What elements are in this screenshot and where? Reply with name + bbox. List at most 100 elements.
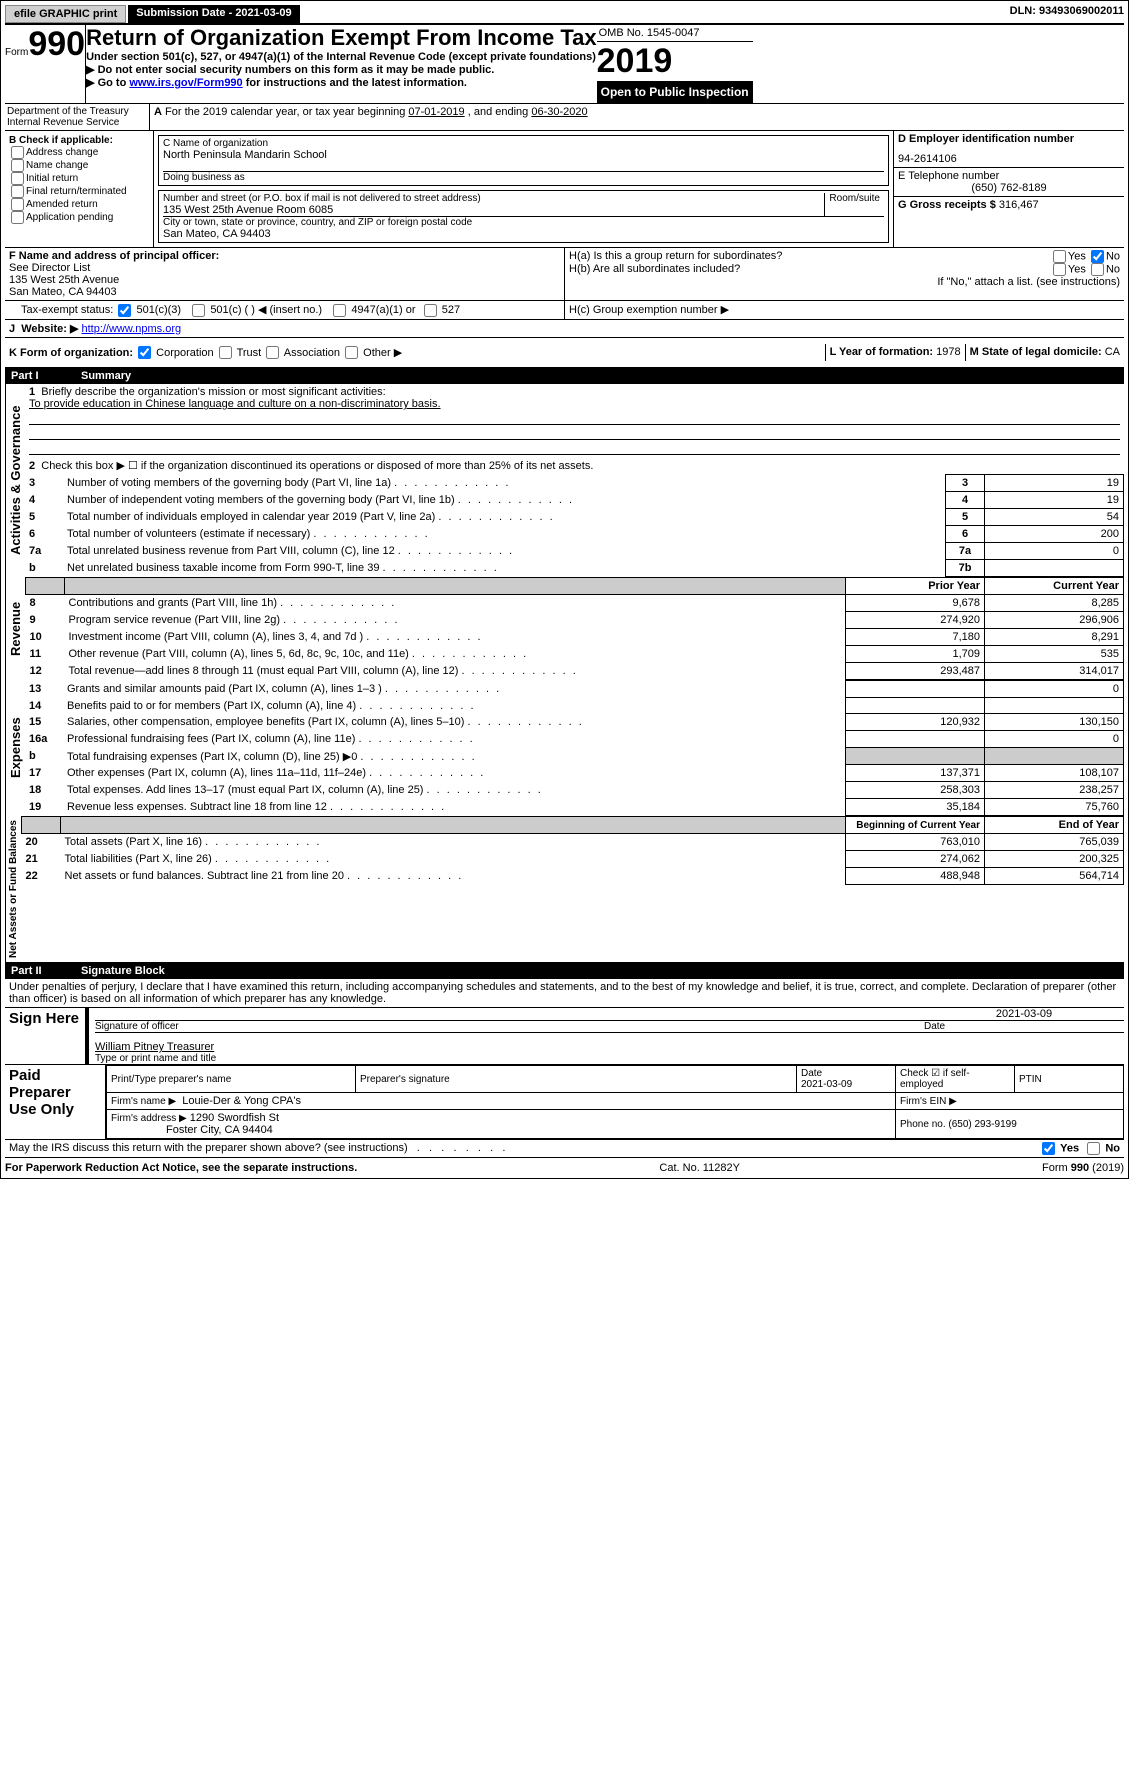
check-501c[interactable] [192, 304, 205, 317]
form-org-row: K Form of organization: Corporation Trus… [5, 344, 825, 362]
sign-here-label: Sign Here [5, 1008, 85, 1064]
check-527[interactable] [424, 304, 437, 317]
hb-yes[interactable] [1053, 263, 1066, 276]
ein-label: D Employer identification number [898, 133, 1074, 145]
hb-note: If "No," attach a list. (see instruction… [569, 276, 1120, 288]
expense-row: 13Grants and similar amounts paid (Part … [25, 681, 1124, 698]
addr-value: 135 West 25th Avenue Room 6085 [163, 204, 824, 216]
sidelabel-expenses: Expenses [5, 680, 25, 816]
gross-value: 316,467 [999, 199, 1039, 211]
officer-label: F Name and address of principal officer: [9, 250, 219, 262]
sidelabel-netassets: Net Assets or Fund Balances [5, 816, 21, 962]
pra-notice: For Paperwork Reduction Act Notice, see … [5, 1162, 357, 1174]
firm-addr-label: Firm's address ▶ [111, 1113, 187, 1124]
cat-no: Cat. No. 11282Y [659, 1162, 740, 1174]
check-initial-return[interactable] [11, 172, 24, 185]
expense-row: 19Revenue less expenses. Subtract line 1… [25, 799, 1124, 816]
summary-row: 6Total number of volunteers (estimate if… [25, 526, 1124, 543]
summary-row: 4Number of independent voting members of… [25, 492, 1124, 509]
sidelabel-governance: Activities & Governance [5, 384, 25, 577]
firm-addr1: 1290 Swordfish St [190, 1112, 279, 1124]
form-label: Form [5, 47, 28, 58]
type-name-label: Type or print name and title [95, 1053, 1124, 1064]
org-name: North Peninsula Mandarin School [163, 149, 884, 161]
discuss-row: May the IRS discuss this return with the… [5, 1140, 1124, 1158]
revenue-table: Prior YearCurrent Year8Contributions and… [25, 577, 1124, 680]
top-bar: efile GRAPHIC print Submission Date - 20… [5, 5, 1124, 25]
sidelabel-revenue: Revenue [5, 577, 25, 680]
sig-officer-label: Signature of officer [95, 1021, 924, 1032]
expense-row: 16aProfessional fundraising fees (Part I… [25, 731, 1124, 748]
hb-label: H(b) Are all subordinates included? [569, 263, 1051, 276]
check-4947[interactable] [333, 304, 346, 317]
check-amended[interactable] [11, 198, 24, 211]
ha-yes[interactable] [1053, 250, 1066, 263]
omb-number: OMB No. 1545-0047 [597, 25, 753, 42]
hc-label: H(c) Group exemption number ▶ [565, 301, 1124, 319]
check-501c3[interactable] [118, 304, 131, 317]
expense-row: 15Salaries, other compensation, employee… [25, 714, 1124, 731]
gross-label: G Gross receipts $ [898, 199, 999, 211]
check-trust[interactable] [219, 346, 232, 359]
check-name-change[interactable] [11, 159, 24, 172]
sig-date-label: Date [924, 1021, 1124, 1032]
revenue-row: 9Program service revenue (Part VIII, lin… [26, 612, 1124, 629]
tax-exempt-row: Tax-exempt status: 501(c)(3) 501(c) ( ) … [5, 301, 565, 319]
perjury-statement: Under penalties of perjury, I declare th… [5, 979, 1124, 1008]
line-a: A For the 2019 calendar year, or tax yea… [150, 104, 1124, 130]
check-final-return[interactable] [11, 185, 24, 198]
firm-addr2: Foster City, CA 94404 [166, 1124, 273, 1136]
discuss-yes[interactable] [1042, 1142, 1055, 1155]
footer: For Paperwork Reduction Act Notice, see … [5, 1158, 1124, 1174]
summary-row: 5Total number of individuals employed in… [25, 509, 1124, 526]
firm-ein-label: Firm's EIN ▶ [896, 1093, 1124, 1110]
part1-header: Part ISummary [5, 368, 1124, 384]
revenue-row: 12Total revenue—add lines 8 through 11 (… [26, 663, 1124, 680]
firm-name-label: Firm's name ▶ [111, 1096, 176, 1107]
q2-label: 2 Check this box ▶ ☐ if the organization… [25, 457, 1124, 474]
firm-phone-label: Phone no. [900, 1119, 948, 1130]
website-link[interactable]: http://www.npms.org [81, 323, 181, 335]
efile-print-button[interactable]: efile GRAPHIC print [5, 5, 126, 23]
room-label: Room/suite [824, 193, 884, 216]
submission-date: Submission Date - 2021-03-09 [128, 5, 299, 23]
prep-sig-label: Preparer's signature [356, 1066, 797, 1093]
block-b-checkboxes: B Check if applicable: Address change Na… [5, 131, 154, 247]
department-label: Department of the Treasury Internal Reve… [5, 104, 150, 130]
revenue-row: 10Investment income (Part VIII, column (… [26, 629, 1124, 646]
check-address-change[interactable] [11, 146, 24, 159]
netassets-table: Beginning of Current YearEnd of Year20To… [21, 816, 1124, 885]
expense-row: 14Benefits paid to or for members (Part … [25, 698, 1124, 714]
ha-label: H(a) Is this a group return for subordin… [569, 250, 1051, 263]
check-application-pending[interactable] [11, 211, 24, 224]
revenue-row: 8Contributions and grants (Part VIII, li… [26, 595, 1124, 612]
tax-year: 2019 [597, 42, 753, 81]
open-inspection: Open to Public Inspection [597, 81, 753, 103]
state-domicile: M State of legal domicile: CA [966, 344, 1124, 362]
paid-preparer-label: Paid Preparer Use Only [5, 1065, 105, 1139]
prep-date-label: Date [801, 1068, 822, 1079]
addr-label: Number and street (or P.O. box if mail i… [163, 193, 824, 204]
check-other[interactable] [345, 346, 358, 359]
hb-no[interactable] [1091, 263, 1104, 276]
city-label: City or town, state or province, country… [163, 216, 884, 228]
check-corp[interactable] [138, 346, 151, 359]
irs-link[interactable]: www.irs.gov/Form990 [129, 77, 242, 89]
expense-row: 18Total expenses. Add lines 13–17 (must … [25, 782, 1124, 799]
summary-row: 7aTotal unrelated business revenue from … [25, 543, 1124, 560]
form-ref: Form 990 (2019) [1042, 1162, 1124, 1174]
ptin-label: PTIN [1015, 1066, 1124, 1093]
subtitle-1: Under section 501(c), 527, or 4947(a)(1)… [86, 51, 597, 63]
discuss-no[interactable] [1087, 1142, 1100, 1155]
firm-name: Louie-Der & Yong CPA's [182, 1095, 301, 1107]
phone-label: E Telephone number [898, 170, 1120, 182]
phone-value: (650) 762-8189 [898, 182, 1120, 194]
dln-label: DLN: 93493069002011 [1010, 5, 1124, 23]
check-assoc[interactable] [266, 346, 279, 359]
expense-row: bTotal fundraising expenses (Part IX, co… [25, 748, 1124, 765]
ha-no[interactable] [1091, 250, 1104, 263]
mission-text: To provide education in Chinese language… [29, 398, 441, 410]
website-row: J Website: ▶ http://www.npms.org [5, 320, 185, 337]
subtitle-2: ▶ Do not enter social security numbers o… [86, 63, 597, 76]
officer-addr1: 135 West 25th Avenue [9, 274, 560, 286]
